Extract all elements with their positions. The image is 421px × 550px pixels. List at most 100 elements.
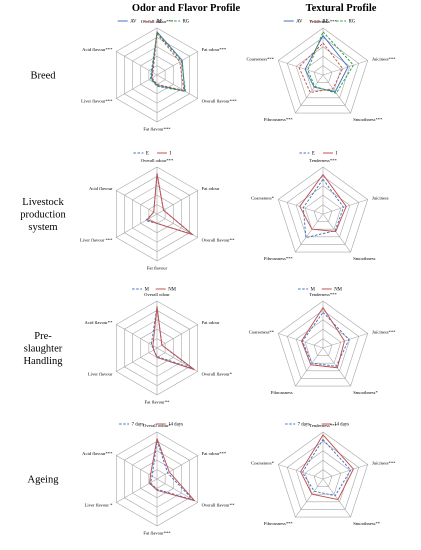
axis-label: Liver flavour [88,371,113,376]
series-line-nm [301,307,345,369]
axis-label: Fibrousness*** [264,256,294,261]
axis-spoke [295,213,324,253]
axis-spoke [295,478,324,518]
grid-ring [304,459,342,495]
axis-label: Smoothness*** [353,117,383,122]
axis-label: Juiciness*** [372,461,396,466]
legend-label: M [311,288,316,293]
axis-label: Fat odour [202,320,220,325]
legend-label: NM [334,288,342,293]
axis-label: Liver flavour*** [81,98,113,103]
legend-label: M [145,288,150,293]
row-label: Livestock [22,197,64,208]
axis-label: Liver flavour *** [80,237,113,242]
axis-spoke [278,333,324,349]
axis-label: Overall odour [144,292,170,297]
grid-ring [304,55,342,91]
legend-label: 7 days [132,423,145,428]
axis-label: Smoothness [353,256,375,261]
axis-label: Tenderness*** [309,158,337,163]
axis-label: Fibrousness*** [264,521,294,526]
axis-spoke [322,464,368,480]
legend-label: 7 days [298,423,311,428]
axis-spoke [156,324,198,349]
axis-spoke [156,74,198,99]
legend-label: NM [168,288,176,293]
radar-chart-texture-breed: Tenderness*** Juiciness*** Smoothness*** Fi… [246,19,396,122]
axis-label: Coarseness*** [246,57,274,62]
axis-label: Fibrousness [271,390,293,395]
axis-label: Fat odour*** [202,47,227,52]
grid-ring [277,166,369,253]
legend: 7 days 14 days [285,423,349,428]
legend-label: RE [156,20,162,25]
series-line-av [304,35,349,93]
legend-label: RG [183,20,190,25]
axis-label: Juiciness*** [372,330,396,335]
series-line-e [145,173,193,235]
series-line-14-days [300,434,354,501]
legend: AV RE RG [117,20,190,25]
axis-label: Overall flavour** [202,237,235,242]
legend-label: AV [130,20,137,25]
axis-spoke [278,60,324,76]
axis-label: Overall flavour** [202,502,235,507]
axis-label: Smoothness** [353,521,381,526]
series-line-rg [150,32,186,92]
axis-spoke [295,347,324,387]
radar-chart-texture-handling: Tenderness*** Juiciness*** Smoothness* Fibr… [249,288,396,395]
grid-ring [295,319,351,372]
grid-ring [313,65,333,83]
axis-spoke [116,347,158,372]
axis-spoke [116,51,158,76]
axis-spoke [322,478,351,518]
radar-chart-odor-system: Overall odour*** Fat odour Overall flavour… [80,152,235,271]
axis-label: Juiciness*** [372,57,396,62]
grid-ring [313,469,333,487]
row-label: Ageing [28,475,60,486]
legend-label: RG [349,20,356,25]
axis-spoke [322,60,368,76]
grid-ring [286,176,360,245]
radar-panels: Overall odour*** Fat odour*** Overall flav… [80,19,396,536]
radar-chart-odor-handling: Overall odour Fat odour Overall flavour* Fa… [84,288,232,405]
axis-spoke [156,455,198,480]
row-label: production [20,210,66,221]
axis-spoke [156,478,198,503]
series-line-7-days [150,439,194,501]
axis-label: Overall flavour* [202,371,233,376]
grid-ring [286,37,360,106]
axis-label: Overall flavour*** [202,98,238,103]
axis-label: Tenderness*** [309,423,337,428]
axis-spoke [116,213,158,238]
series-line-re [298,42,344,93]
series-line-av [150,31,186,92]
axis-label: Liver flavour * [85,502,114,507]
axis-label: Fat flavour** [145,400,171,405]
axis-label: Coarseness* [251,461,275,466]
series-line-7-days [301,439,352,497]
radar-chart-texture-system: Tenderness*** Juiciness Smoothness Fibrousn… [251,152,389,261]
grid-ring [286,310,360,379]
grid-ring [304,328,342,364]
legend-label: AV [296,20,303,25]
series-line-e [302,178,345,239]
axis-label: Acid flavour*** [82,451,113,456]
grid-ring [295,185,351,238]
axis-label: Coarseness** [249,330,275,335]
radar-chart-odor-breed: Overall odour*** Fat odour*** Overall flav… [81,19,237,132]
legend: 7 days 14 days [119,423,183,428]
series-line-rg [307,31,354,94]
grid-ring [286,441,360,510]
axis-spoke [116,478,158,503]
legend-label: E [312,152,315,157]
series-line-14-days [149,438,195,502]
axis-label: Acid flavour*** [82,47,113,52]
grid-ring [277,27,369,114]
axis-label: Overall odour*** [141,19,174,24]
axis-spoke [322,333,368,349]
axis-label: Tenderness*** [309,19,337,24]
